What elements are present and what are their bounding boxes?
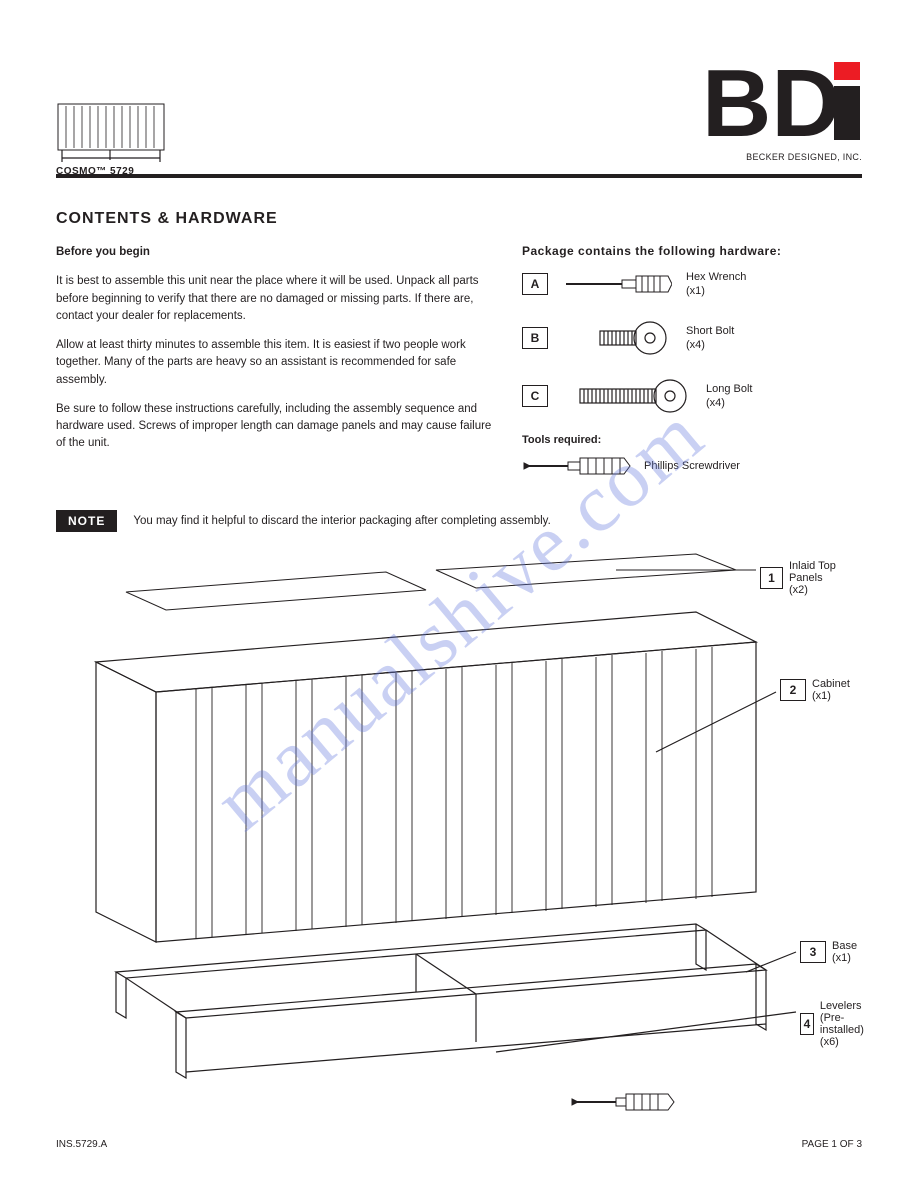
screwdriver-icon — [522, 452, 632, 480]
hardware-title: Package contains the following hardware: — [522, 244, 862, 258]
before-begin-block: Before you begin It is best to assemble … — [56, 244, 492, 480]
hardware-id-b: B — [522, 327, 548, 349]
svg-text:BD: BD — [702, 56, 841, 148]
hardware-id-a: A — [522, 273, 548, 295]
before-begin-p3: Be sure to follow these instructions car… — [56, 401, 492, 453]
tools-label: Phillips Screwdriver — [644, 459, 740, 473]
short-bolt-icon — [562, 318, 672, 358]
hardware-text-b: Short Bolt (x4) — [686, 324, 734, 353]
hardware-id-c: C — [522, 385, 548, 407]
page-header: COSMO™ 5729 BD BECKER DESIGNED, INC. — [56, 48, 862, 178]
before-begin-title: Before you begin — [56, 244, 492, 261]
note-text: You may find it helpful to discard the i… — [133, 515, 550, 527]
bdi-logo: BD — [702, 56, 862, 148]
callout-4: 4 Levelers (Pre-installed)(x6) — [800, 1000, 876, 1048]
callout-1-id: 1 — [760, 567, 783, 589]
section-heading: CONTENTS & HARDWARE — [56, 210, 862, 228]
callout-3: 3 Base(x1) — [800, 940, 857, 964]
callout-1: 1 Inlaid Top Panels(x2) — [760, 560, 862, 596]
tools-title: Tools required: — [522, 434, 862, 446]
exploded-diagram: 1 Inlaid Top Panels(x2) 2 Cabinet(x1) 3 … — [56, 552, 862, 1152]
hardware-panel: Package contains the following hardware:… — [522, 244, 862, 480]
before-begin-p1: It is best to assemble this unit near th… — [56, 273, 492, 325]
diagram-svg — [56, 552, 856, 1142]
hardware-text-c: Long Bolt (x4) — [706, 382, 752, 411]
callout-4-id: 4 — [800, 1013, 814, 1035]
product-name: COSMO™ 5729 — [56, 166, 134, 177]
hardware-text-a: Hex Wrench (x1) — [686, 270, 746, 299]
product-thumbnail — [56, 102, 166, 164]
hex-wrench-icon — [562, 268, 672, 300]
hardware-row-c: C — [522, 376, 862, 416]
callout-4-text: Levelers (Pre-installed)(x6) — [820, 1000, 876, 1048]
callout-3-text: Base(x1) — [832, 940, 857, 964]
footer-left: INS.5729.A — [56, 1139, 107, 1150]
long-bolt-icon — [562, 376, 692, 416]
footer-right: PAGE 1 OF 3 — [802, 1139, 862, 1150]
note-label: NOTE — [56, 510, 117, 532]
callout-1-text: Inlaid Top Panels(x2) — [789, 560, 862, 596]
page-footer: INS.5729.A PAGE 1 OF 3 — [56, 1139, 862, 1150]
before-begin-p2: Allow at least thirty minutes to assembl… — [56, 337, 492, 389]
note-bar: NOTE You may find it helpful to discard … — [56, 510, 862, 532]
hardware-row-b: B Short Bolt (x4) — [522, 318, 862, 358]
callout-2-text: Cabinet(x1) — [812, 678, 850, 702]
logo-subtitle: BECKER DESIGNED, INC. — [746, 152, 862, 162]
callout-3-id: 3 — [800, 941, 826, 963]
callout-2: 2 Cabinet(x1) — [780, 678, 850, 702]
tools-row: Phillips Screwdriver — [522, 452, 862, 480]
hardware-row-a: A Hex Wrench (x1) — [522, 268, 862, 300]
callout-2-id: 2 — [780, 679, 806, 701]
